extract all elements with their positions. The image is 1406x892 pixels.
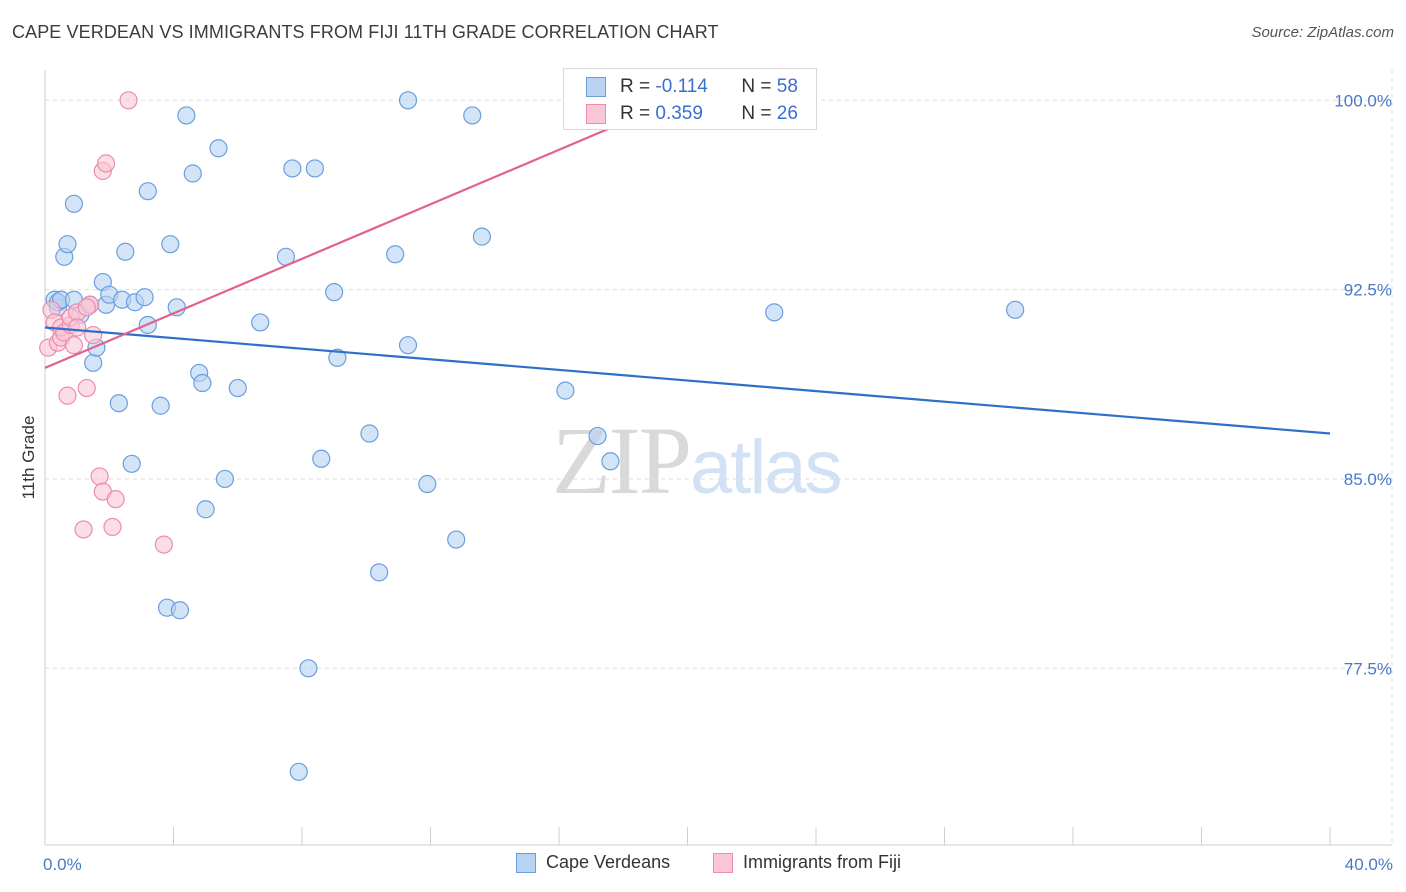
legend-row-pink: R = 0.359 N = 26 <box>586 101 798 127</box>
n-label: N = <box>741 103 772 124</box>
y-tick-label: 85.0% <box>1344 470 1392 489</box>
cape-verdean-point <box>151 396 170 415</box>
cape-verdean-point <box>209 139 228 158</box>
cape-verdean-point <box>109 394 128 413</box>
pink-swatch <box>586 104 606 124</box>
y-tick-label: 100.0% <box>1334 91 1392 110</box>
cape-verdean-point <box>601 452 620 471</box>
cape-verdean-point <box>463 106 482 125</box>
chart-title: CAPE VERDEAN VS IMMIGRANTS FROM FIJI 11T… <box>12 22 719 42</box>
legend-item-immigrants-fiji: Immigrants from Fiji <box>713 852 901 873</box>
y-axis-label: 11th Grade <box>19 416 38 500</box>
fiji-point <box>77 378 96 398</box>
trend-lines <box>44 94 1331 435</box>
cape-verdean-point <box>418 474 437 494</box>
cape-verdean-point <box>138 182 157 201</box>
fiji-point <box>68 318 87 337</box>
legend-row-blue: R = -0.114 N = 58 <box>586 74 798 100</box>
cape-verdean-point <box>305 159 324 178</box>
correlation-legend: R = -0.114 N = 58 R = 0.359 N = 26 <box>563 68 817 130</box>
legend-label: Cape Verdeans <box>546 852 671 872</box>
cape-verdean-point <box>64 194 84 213</box>
legend-label: Immigrants from Fiji <box>743 852 902 872</box>
axis-labels: 100.0% 92.5% 85.0% 77.5% 0.0% 40.0% 11th Grade <box>19 91 1393 874</box>
cape-verdean-point <box>447 530 466 549</box>
cape-verdean-point <box>283 159 302 178</box>
source-label: Source: ZipAtlas.com <box>1251 24 1394 41</box>
cape-verdean-point <box>1006 300 1025 319</box>
fiji-point <box>154 535 173 554</box>
fiji-point <box>74 520 93 539</box>
r-label: R = <box>620 103 651 124</box>
watermark-atlas: atlas <box>690 425 843 510</box>
x-tick-label: 0.0% <box>43 855 82 874</box>
cape-verdean-point <box>312 449 331 468</box>
axes <box>44 70 1392 846</box>
cape-verdean-point <box>183 164 202 183</box>
blue-swatch <box>516 852 536 873</box>
fiji-point <box>58 386 77 405</box>
pink-swatch <box>713 852 733 873</box>
r-label: R = <box>620 76 651 97</box>
cape-verdean-point <box>170 601 190 620</box>
cape-verdean-point <box>765 303 784 322</box>
cape-verdean-point <box>556 381 575 400</box>
cape-verdean-point <box>588 426 607 446</box>
cape-verdean-point <box>84 353 103 372</box>
cape-verdean-point <box>193 373 212 393</box>
cape-verdean-trend-line <box>44 326 1331 435</box>
cape-verdean-point <box>215 469 234 489</box>
data-points <box>39 91 1025 781</box>
cape-verdean-point <box>289 762 308 781</box>
cape-verdean-point <box>135 288 154 307</box>
r-value: -0.114 <box>655 76 708 97</box>
fiji-point <box>119 91 138 110</box>
n-value: 26 <box>776 103 798 124</box>
cape-verdean-point <box>325 283 344 302</box>
watermark: ZIPatlas <box>552 405 843 516</box>
blue-swatch <box>586 77 606 97</box>
cape-verdean-point <box>196 500 215 519</box>
cape-verdean-point <box>177 106 196 125</box>
fiji-point <box>96 154 116 173</box>
cape-verdean-point <box>370 563 389 582</box>
r-value: 0.359 <box>655 103 703 124</box>
cape-verdean-point <box>472 227 491 246</box>
cape-verdean-point <box>228 378 247 398</box>
watermark-zip: ZIP <box>552 407 692 514</box>
grid-lines <box>45 70 1393 845</box>
fiji-point <box>90 467 109 486</box>
cape-verdean-point <box>328 348 347 367</box>
cape-verdean-point <box>161 235 180 254</box>
fiji-point <box>64 336 84 355</box>
fiji-point <box>84 325 103 345</box>
cape-verdean-point <box>386 245 405 264</box>
fiji-point <box>103 517 122 537</box>
cape-verdean-point <box>116 242 135 261</box>
x-tick-label: 40.0% <box>1345 855 1393 874</box>
cape-verdean-point <box>398 336 418 355</box>
series-legend: Cape Verdeans Immigrants from Fiji <box>0 852 1406 878</box>
fiji-trend-line <box>44 94 688 369</box>
y-tick-label: 77.5% <box>1344 659 1392 678</box>
legend-item-cape-verdeans: Cape Verdeans <box>516 852 670 873</box>
cape-verdean-point <box>251 313 270 332</box>
cape-verdean-point <box>299 659 318 678</box>
cape-verdean-point <box>398 91 418 110</box>
cape-verdean-point <box>122 454 141 473</box>
n-value: 58 <box>776 76 798 97</box>
n-label: N = <box>741 76 772 97</box>
cape-verdean-point <box>167 298 186 317</box>
fiji-point <box>77 298 96 317</box>
cape-verdean-point <box>58 235 77 254</box>
cape-verdean-point <box>360 424 379 443</box>
y-tick-label: 92.5% <box>1344 281 1392 300</box>
fiji-point <box>106 490 125 509</box>
